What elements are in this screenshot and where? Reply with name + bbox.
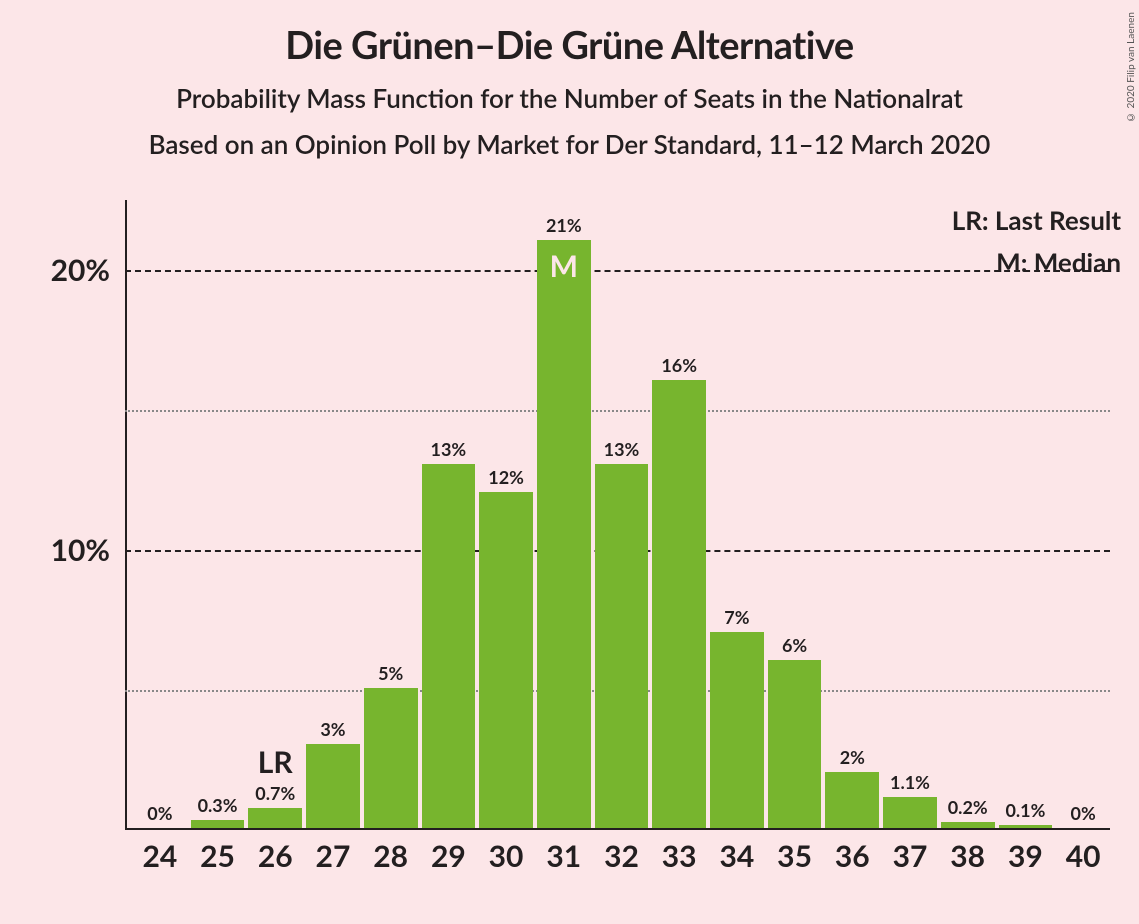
bar-value-label: 1.1% <box>890 771 930 793</box>
bar <box>941 822 995 828</box>
bar-wrap: 0.7%LR <box>248 200 302 828</box>
bar <box>306 744 360 828</box>
bar <box>364 688 418 828</box>
bar-wrap: 12% <box>479 200 533 828</box>
bar-wrap: 13% <box>595 200 649 828</box>
x-tick-label: 36 <box>825 838 879 874</box>
x-tick-label: 24 <box>133 838 187 874</box>
x-tick-label: 25 <box>191 838 245 874</box>
x-ticks: 2425262728293031323334353637383940 <box>133 838 1110 874</box>
bar <box>595 464 649 828</box>
x-tick-label: 35 <box>768 838 822 874</box>
median-marker: M <box>537 248 591 284</box>
x-tick-label: 30 <box>479 838 533 874</box>
bar <box>422 464 476 828</box>
bar-value-label: 16% <box>661 354 697 376</box>
bars-container: 0% 0.3% 0.7%LR 3% 5% 13% 12% 21% M 13% 16% 7% 6% 2% 1.… <box>133 200 1110 828</box>
x-tick-label: 38 <box>941 838 995 874</box>
chart-subtitle-2: Based on an Opinion Poll by Market for D… <box>0 128 1139 160</box>
bar <box>710 632 764 828</box>
y-tick-label: 10% <box>51 532 110 568</box>
bar-wrap: 21% M <box>537 200 591 828</box>
bar-wrap: 1.1% <box>883 200 937 828</box>
bar <box>999 825 1053 828</box>
bar-wrap: 0.2% <box>941 200 995 828</box>
bar-value-label: 13% <box>604 438 640 460</box>
bar-value-label: 0.7% <box>255 782 295 804</box>
x-tick-label: 39 <box>999 838 1053 874</box>
chart-title: Die Grünen–Die Grüne Alternative <box>0 0 1139 68</box>
bar-wrap: 6% <box>768 200 822 828</box>
bar-wrap: 3% <box>306 200 360 828</box>
bar-value-label: 7% <box>724 606 749 628</box>
bar-value-label: 13% <box>431 438 467 460</box>
bar-wrap: 5% <box>364 200 418 828</box>
bar-value-label: 12% <box>488 466 524 488</box>
x-tick-label: 34 <box>710 838 764 874</box>
bar-value-label: 0% <box>1071 802 1096 824</box>
bar-value-label: 2% <box>840 746 865 768</box>
x-tick-label: 27 <box>306 838 360 874</box>
bar-wrap: 7% <box>710 200 764 828</box>
bar-wrap: 2% <box>825 200 879 828</box>
bar-value-label: 3% <box>320 718 345 740</box>
bar-wrap: 16% <box>652 200 706 828</box>
bar-wrap: 0% <box>133 200 187 828</box>
bar-wrap: 0.1% <box>999 200 1053 828</box>
bar-value-label: 6% <box>782 634 807 656</box>
x-tick-label: 37 <box>883 838 937 874</box>
bar <box>652 380 706 828</box>
x-tick-label: 40 <box>1056 838 1110 874</box>
y-axis <box>125 200 127 830</box>
bar-wrap: 13% <box>422 200 476 828</box>
bar-value-label: 21% <box>546 214 582 236</box>
bar-wrap: 0.3% <box>191 200 245 828</box>
x-tick-label: 32 <box>595 838 649 874</box>
x-tick-label: 29 <box>422 838 476 874</box>
bar-value-label: 0.3% <box>198 794 238 816</box>
plot-area: 10%20% 0%0.3%0.7%LR3%5%13%12%21%M13%16%7… <box>125 200 1110 830</box>
lr-marker: LR <box>258 744 293 780</box>
x-axis <box>125 828 1110 830</box>
bar-value-label: 5% <box>378 662 403 684</box>
bar <box>825 772 879 828</box>
bar <box>479 492 533 828</box>
bar <box>883 797 937 828</box>
bar <box>768 660 822 828</box>
bar-wrap: 0% <box>1056 200 1110 828</box>
x-tick-label: 26 <box>248 838 302 874</box>
bar-value-label: 0.1% <box>1005 799 1045 821</box>
x-tick-label: 33 <box>652 838 706 874</box>
bar <box>248 808 302 828</box>
bar-value-label: 0% <box>147 802 172 824</box>
y-tick-label: 20% <box>51 252 110 288</box>
chart-subtitle-1: Probability Mass Function for the Number… <box>0 82 1139 114</box>
bar-value-label: 0.2% <box>948 796 988 818</box>
bar: M <box>537 240 591 828</box>
copyright: © 2020 Filip van Laenen <box>1125 12 1137 123</box>
x-tick-label: 31 <box>537 838 591 874</box>
bar <box>191 820 245 828</box>
x-tick-label: 28 <box>364 838 418 874</box>
